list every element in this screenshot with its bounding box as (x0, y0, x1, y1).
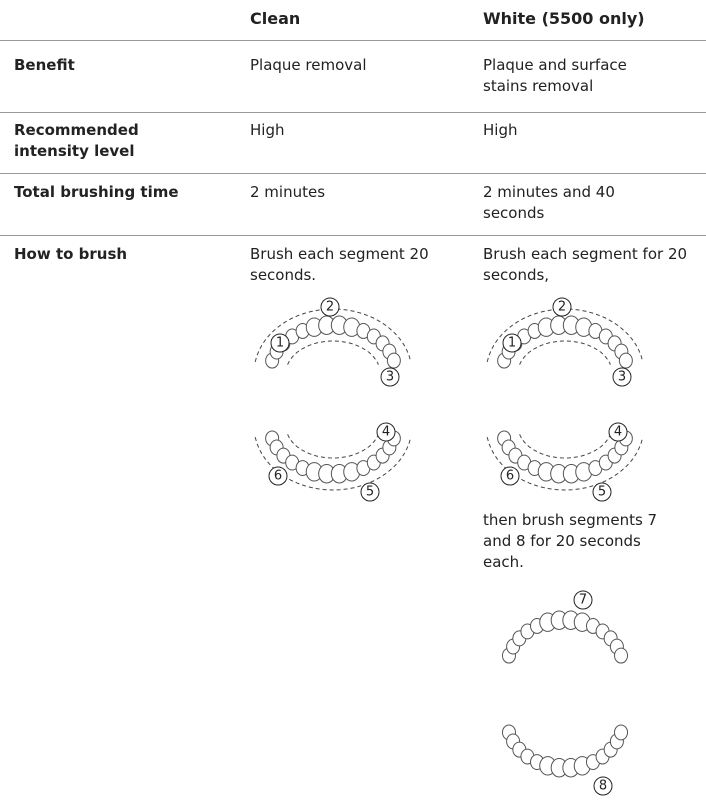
upper-jaw: 7 (501, 590, 629, 664)
cell: Plaque and surface stains removal (483, 56, 627, 95)
lower-jaw: 4 5 6 (486, 422, 644, 502)
segment-number: 4 (614, 425, 622, 440)
cell: 2 minutes and 40 seconds (483, 183, 615, 222)
segment-outline (519, 434, 611, 459)
segment-circle (268, 466, 288, 486)
column-header: White (5500 only) (483, 9, 645, 28)
cell: Brush each segment 20 seconds. (250, 245, 429, 284)
segment-number: 6 (274, 469, 282, 484)
row-label: Recommended intensity level (14, 121, 139, 160)
row-label: Benefit (14, 56, 75, 74)
segment-outline (287, 340, 379, 365)
upper-jaw: 1 2 3 (486, 297, 644, 387)
segment-outline (486, 436, 644, 491)
segment-number: 5 (598, 485, 606, 500)
upper-jaw: 1 2 3 (254, 297, 412, 387)
cell: High (250, 121, 285, 139)
segment-number: 5 (366, 485, 374, 500)
cell: Brush each segment for 20 seconds, (483, 245, 688, 284)
segment-outline (287, 434, 379, 459)
segment-number: 2 (558, 300, 566, 315)
lower-jaw: 8 (501, 724, 629, 796)
segment-outline (519, 340, 611, 365)
segment-circle (270, 333, 290, 353)
divider (0, 40, 706, 41)
tooth (614, 724, 629, 741)
divider (0, 173, 706, 174)
tooth (614, 647, 629, 664)
row-label: How to brush (14, 245, 128, 263)
segment-number: 4 (382, 425, 390, 440)
cell: High (483, 121, 518, 139)
segment-circle (376, 422, 396, 442)
segment-circle (593, 776, 613, 796)
tooth (386, 352, 401, 369)
segment-number: 3 (386, 370, 394, 385)
segment-circle (573, 590, 593, 610)
cell: Plaque removal (250, 56, 367, 74)
cell: 2 minutes (250, 183, 326, 201)
segment-number: 7 (579, 593, 587, 608)
segment-number: 6 (506, 469, 514, 484)
divider (0, 112, 706, 113)
segment-circle (320, 297, 340, 317)
cell: then brush segments 7 and 8 for 20 secon… (483, 511, 658, 571)
segment-circle (592, 482, 612, 502)
segment-circle (608, 422, 628, 442)
segment-number: 3 (618, 370, 626, 385)
segment-circle (380, 367, 400, 387)
segment-circle (502, 333, 522, 353)
segment-circle (360, 482, 380, 502)
divider (0, 235, 706, 236)
lower-jaw: 4 5 6 (254, 422, 412, 502)
tooth (618, 352, 633, 369)
row-label: Total brushing time (14, 183, 179, 201)
column-header: Clean (250, 9, 301, 28)
segment-circle (612, 367, 632, 387)
segment-circle (500, 466, 520, 486)
segment-number: 1 (276, 336, 284, 351)
segment-number: 2 (326, 300, 334, 315)
segment-circle (552, 297, 572, 317)
segment-number: 1 (508, 336, 516, 351)
segment-number: 8 (599, 779, 607, 794)
segment-outline (254, 436, 412, 491)
